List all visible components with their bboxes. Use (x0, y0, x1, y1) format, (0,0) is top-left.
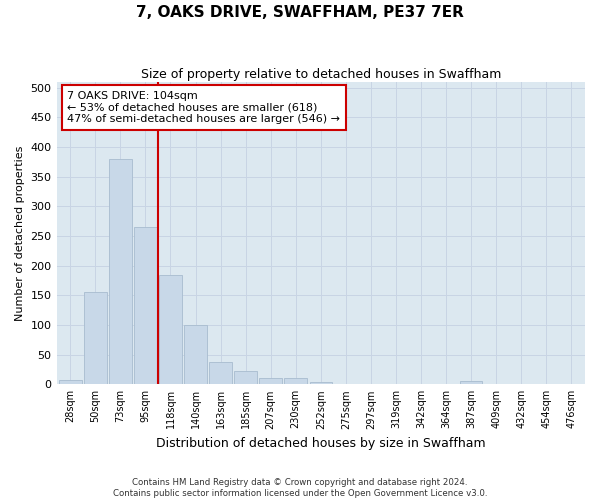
Bar (284, 378, 307, 384)
Bar (209, 362, 232, 384)
Bar (159, 274, 182, 384)
Bar (259, 378, 282, 384)
X-axis label: Distribution of detached houses by size in Swaffham: Distribution of detached houses by size … (156, 437, 485, 450)
Text: Contains HM Land Registry data © Crown copyright and database right 2024.
Contai: Contains HM Land Registry data © Crown c… (113, 478, 487, 498)
Bar (59, 380, 82, 384)
Y-axis label: Number of detached properties: Number of detached properties (15, 146, 25, 320)
Bar (109, 159, 131, 384)
Bar (134, 227, 157, 384)
Text: 7, OAKS DRIVE, SWAFFHAM, PE37 7ER: 7, OAKS DRIVE, SWAFFHAM, PE37 7ER (136, 5, 464, 20)
Bar (460, 382, 482, 384)
Bar (310, 382, 332, 384)
Text: 7 OAKS DRIVE: 104sqm
← 53% of detached houses are smaller (618)
47% of semi-deta: 7 OAKS DRIVE: 104sqm ← 53% of detached h… (67, 90, 340, 124)
Title: Size of property relative to detached houses in Swaffham: Size of property relative to detached ho… (140, 68, 501, 80)
Bar (184, 325, 207, 384)
Bar (235, 372, 257, 384)
Bar (84, 292, 107, 384)
